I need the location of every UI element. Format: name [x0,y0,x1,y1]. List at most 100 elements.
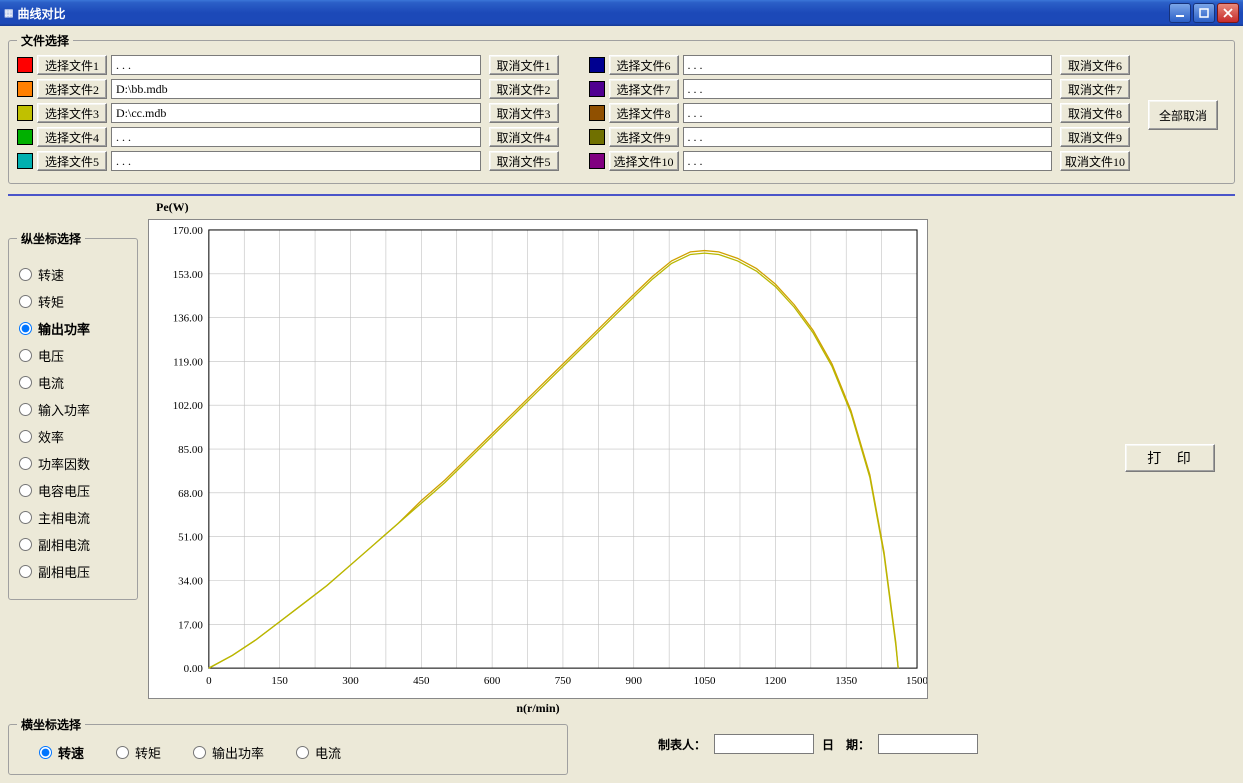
y-axis-radio-3[interactable] [19,349,32,362]
print-button[interactable]: 打 印 [1125,444,1215,472]
x-axis-option-label: 转速 [58,743,84,762]
y-axis-option-label: 副相电压 [38,562,90,581]
cancel-file-button-5[interactable]: 取消文件5 [489,151,559,171]
y-axis-option-11[interactable]: 副相电压 [17,562,129,581]
x-axis-radio-3[interactable] [296,746,309,759]
x-axis-radio-2[interactable] [193,746,206,759]
svg-text:900: 900 [626,675,643,687]
cancel-file-button-4[interactable]: 取消文件4 [489,127,559,147]
y-axis-radio-5[interactable] [19,403,32,416]
y-axis-radio-11[interactable] [19,565,32,578]
x-axis-select-legend: 横坐标选择 [17,716,85,733]
select-file-button-6[interactable]: 选择文件6 [609,55,679,75]
svg-text:170.00: 170.00 [173,225,204,237]
x-axis-radio-0[interactable] [39,746,52,759]
y-axis-option-label: 电容电压 [38,481,90,500]
app-window: ▦ 曲线对比 文件选择 选择文件1 取消文件1 选择文件2 取消文件2 选择文件3 取消文… [0,0,1243,751]
y-axis-option-10[interactable]: 副相电流 [17,535,129,554]
y-axis-option-5[interactable]: 输入功率 [17,400,129,419]
y-axis-option-label: 电流 [38,373,64,392]
y-axis-option-label: 电压 [38,346,64,365]
file-row-3: 选择文件3 取消文件3 [17,103,559,123]
file-path-field-7[interactable] [683,79,1053,99]
close-button[interactable] [1217,3,1239,23]
y-axis-radio-2[interactable] [19,322,32,335]
file-path-field-2[interactable] [111,79,481,99]
select-file-button-5[interactable]: 选择文件5 [37,151,107,171]
file-path-field-8[interactable] [683,103,1053,123]
y-axis-option-label: 转矩 [38,292,64,311]
y-axis-option-3[interactable]: 电压 [17,346,129,365]
select-file-button-2[interactable]: 选择文件2 [37,79,107,99]
select-file-button-1[interactable]: 选择文件1 [37,55,107,75]
date-input[interactable] [878,734,978,754]
color-swatch-7 [589,81,605,97]
separator [8,194,1235,196]
select-file-button-9[interactable]: 选择文件9 [609,127,679,147]
file-path-field-6[interactable] [683,55,1053,75]
file-path-field-4[interactable] [111,127,481,147]
y-axis-radio-7[interactable] [19,457,32,470]
y-axis-option-6[interactable]: 效率 [17,427,129,446]
svg-text:102.00: 102.00 [173,400,204,412]
y-axis-radio-6[interactable] [19,430,32,443]
file-row-5: 选择文件5 取消文件5 [17,151,559,171]
y-axis-option-9[interactable]: 主相电流 [17,508,129,527]
svg-text:34.00: 34.00 [178,575,203,587]
author-input[interactable] [714,734,814,754]
y-axis-radio-10[interactable] [19,538,32,551]
y-axis-option-label: 输入功率 [38,400,90,419]
chart-area: Pe(W) 0.0017.0034.0051.0068.0085.00102.0… [148,200,1095,716]
cancel-file-button-7[interactable]: 取消文件7 [1060,79,1130,99]
select-file-button-4[interactable]: 选择文件4 [37,127,107,147]
chart-y-title: Pe(W) [156,200,1095,215]
color-swatch-5 [17,153,33,169]
select-file-button-8[interactable]: 选择文件8 [609,103,679,123]
x-axis-option-1[interactable]: 转矩 [114,743,161,762]
cancel-file-button-1[interactable]: 取消文件1 [489,55,559,75]
y-axis-option-8[interactable]: 电容电压 [17,481,129,500]
file-path-field-10[interactable] [683,151,1053,171]
file-path-field-3[interactable] [111,103,481,123]
maximize-button[interactable] [1193,3,1215,23]
y-axis-radio-4[interactable] [19,376,32,389]
cancel-file-button-10[interactable]: 取消文件10 [1060,151,1130,171]
file-path-field-5[interactable] [111,151,481,171]
color-swatch-4 [17,129,33,145]
y-axis-radio-8[interactable] [19,484,32,497]
cancel-file-button-6[interactable]: 取消文件6 [1060,55,1130,75]
x-axis-radio-1[interactable] [116,746,129,759]
cancel-file-button-8[interactable]: 取消文件8 [1060,103,1130,123]
y-axis-option-7[interactable]: 功率因数 [17,454,129,473]
file-row-1: 选择文件1 取消文件1 [17,55,559,75]
y-axis-radio-0[interactable] [19,268,32,281]
file-path-field-9[interactable] [683,127,1053,147]
select-file-button-10[interactable]: 选择文件10 [609,151,679,171]
cancel-file-button-3[interactable]: 取消文件3 [489,103,559,123]
file-row-6: 选择文件6 取消文件6 [589,55,1131,75]
x-axis-option-2[interactable]: 输出功率 [191,743,264,762]
cancel-all-button[interactable]: 全部取消 [1148,100,1218,130]
y-axis-radio-9[interactable] [19,511,32,524]
y-axis-option-2[interactable]: 输出功率 [17,319,129,338]
file-row-2: 选择文件2 取消文件2 [17,79,559,99]
y-axis-option-0[interactable]: 转速 [17,265,129,284]
svg-text:85.00: 85.00 [178,444,203,456]
x-axis-option-0[interactable]: 转速 [37,743,84,762]
color-swatch-8 [589,105,605,121]
minimize-button[interactable] [1169,3,1191,23]
select-file-button-7[interactable]: 选择文件7 [609,79,679,99]
file-selection-legend: 文件选择 [17,32,73,49]
y-axis-option-1[interactable]: 转矩 [17,292,129,311]
cancel-file-button-9[interactable]: 取消文件9 [1060,127,1130,147]
svg-text:600: 600 [484,675,501,687]
file-path-field-1[interactable] [111,55,481,75]
y-axis-radio-1[interactable] [19,295,32,308]
cancel-file-button-2[interactable]: 取消文件2 [489,79,559,99]
x-axis-option-3[interactable]: 电流 [294,743,341,762]
color-swatch-6 [589,57,605,73]
select-file-button-3[interactable]: 选择文件3 [37,103,107,123]
titlebar: ▦ 曲线对比 [0,0,1243,26]
y-axis-option-4[interactable]: 电流 [17,373,129,392]
svg-text:1350: 1350 [835,675,857,687]
